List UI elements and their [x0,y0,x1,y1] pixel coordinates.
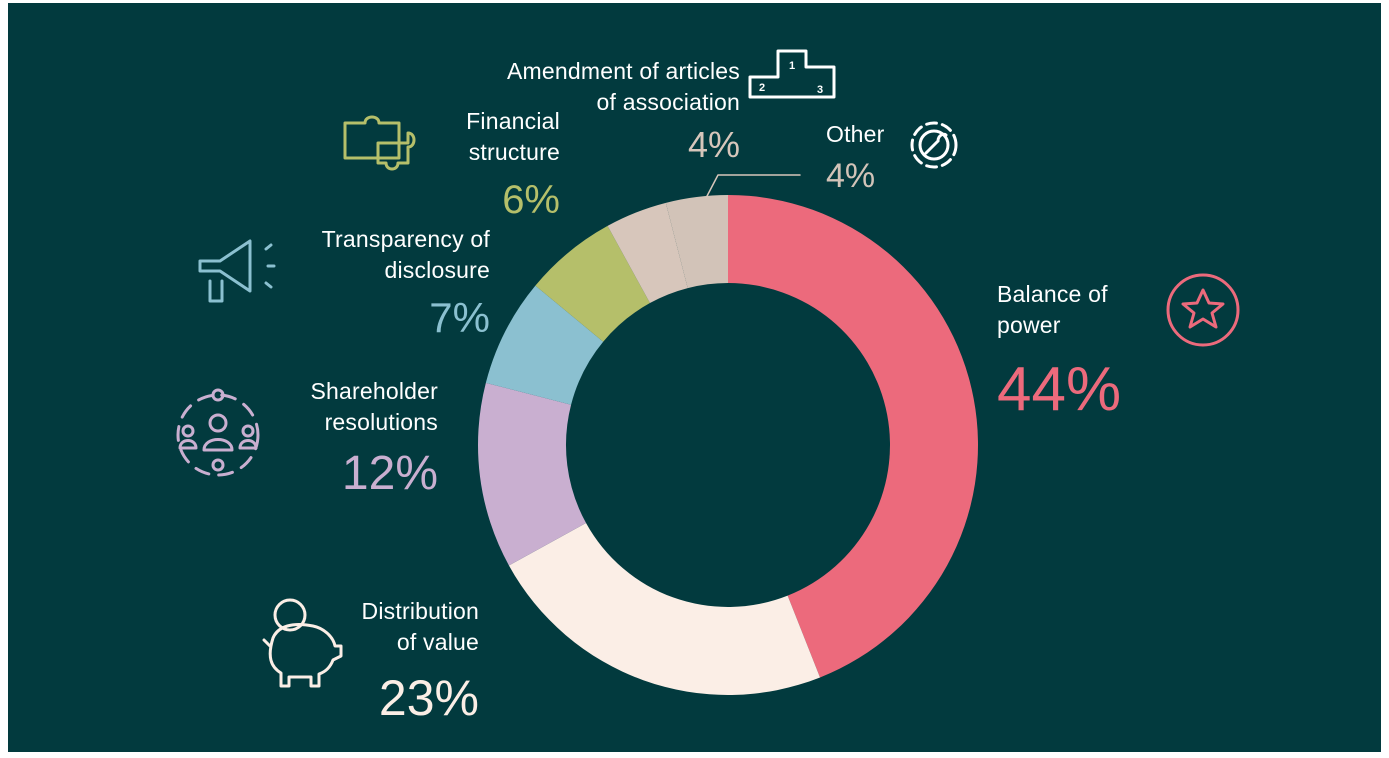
donut-slice [665,195,728,289]
category-label: Transparency of disclosure [321,226,490,283]
gear-icon [910,121,958,169]
donut-slice [508,523,821,696]
people-icon [176,388,260,477]
chart: 1 2 3 Balance of power 44% Distribution of… [8,3,1381,752]
value-label: 7% [429,294,490,341]
chart-canvas: 1 2 3 [176,49,1240,696]
leader-line [705,174,801,199]
podium-icon: 1 2 3 [748,49,836,99]
svg-text:2: 2 [759,82,765,94]
value-label: 12% [341,447,438,500]
puzzle-icon [343,115,416,171]
donut-slice [485,285,604,405]
donut-slice [535,225,650,342]
category-label: Balance of power [997,281,1108,338]
value-label: 4% [687,124,740,165]
star-icon [1166,273,1240,347]
category-label: Amendment of articles of association [506,58,740,115]
donut-slice [728,194,979,678]
category-label: Financial structure [466,108,560,165]
value-label: 23% [378,670,479,726]
slices [477,194,979,696]
category-label: Other [826,121,885,147]
piggy-icon [262,598,343,688]
donut-slice [607,202,688,304]
value-label: 4% [826,157,876,195]
category-label: Shareholder resolutions [310,378,438,435]
value-label: 6% [502,178,560,222]
megaphone-icon [198,239,276,303]
svg-text:1: 1 [789,60,795,72]
value-label: 44% [997,355,1122,424]
category-label: Distribution of value [361,598,479,655]
donut-slice [477,382,587,566]
svg-text:3: 3 [817,84,823,96]
